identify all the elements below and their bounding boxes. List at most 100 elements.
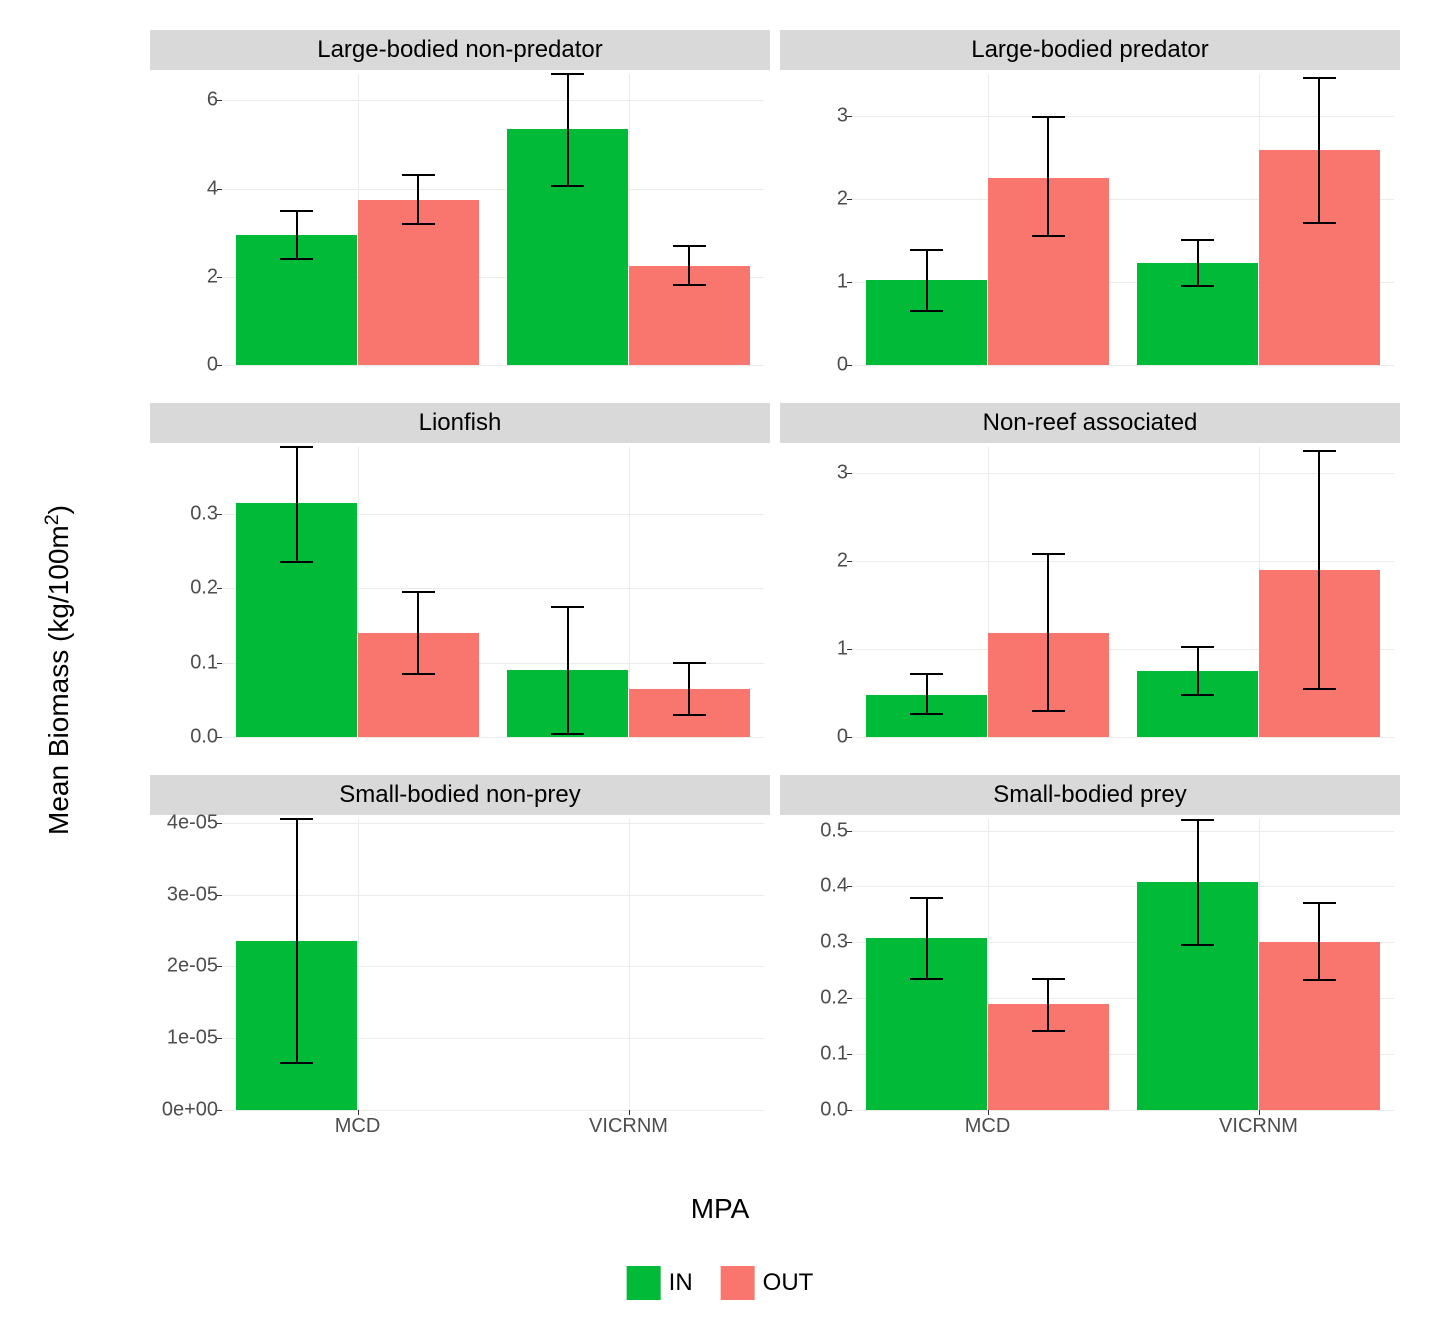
errorbar-cap (280, 818, 313, 820)
errorbar-line (1197, 820, 1199, 945)
panel-plot: 0.00.10.20.30.40.5MCDVICRNM (780, 815, 1400, 1140)
plot-area (222, 447, 764, 738)
h-gridline (852, 561, 1394, 562)
errorbar-cap (402, 174, 435, 176)
y-tick-label: 0 (788, 726, 848, 749)
x-tick-label: VICRNM (1219, 1115, 1298, 1138)
errorbar-cap (910, 713, 943, 715)
plot-area (852, 447, 1394, 738)
h-gridline (222, 365, 764, 366)
h-gridline (222, 189, 764, 190)
errorbar-line (926, 674, 928, 715)
errorbar-cap (673, 714, 706, 716)
panel-plot: 0.00.10.20.3 (150, 443, 770, 768)
y-tick-label: 3e-05 (158, 883, 218, 906)
x-tick-label: MCD (965, 1115, 1011, 1138)
panel-title-strip: Small-bodied non-prey (150, 775, 770, 815)
y-tick-mark (847, 998, 852, 999)
panel-grid: Large-bodied non-predator0246Large-bodie… (150, 30, 1400, 1140)
errorbar-line (417, 592, 419, 674)
panel-plot: 0e+001e-052e-053e-054e-05MCDVICRNM (150, 815, 770, 1140)
y-tick-label: 0.4 (788, 875, 848, 898)
y-tick-label: 1 (788, 270, 848, 293)
errorbar-cap (551, 73, 584, 75)
errorbar-line (1318, 78, 1320, 223)
errorbar-cap (910, 310, 943, 312)
errorbar-line (567, 74, 569, 186)
errorbar-cap (280, 446, 313, 448)
h-gridline (222, 737, 764, 738)
y-tick-mark (217, 277, 222, 278)
errorbar-cap (1032, 978, 1065, 980)
panel-plot: 0123 (780, 70, 1400, 395)
y-tick-label: 2e-05 (158, 955, 218, 978)
errorbar-cap (1181, 819, 1214, 821)
y-tick-mark (847, 561, 852, 562)
errorbar-line (1047, 117, 1049, 236)
x-tick-mark (988, 1110, 989, 1115)
errorbar-cap (1032, 1030, 1065, 1032)
y-tick-mark (217, 895, 222, 896)
y-tick-label: 0.3 (158, 502, 218, 525)
errorbar-cap (402, 223, 435, 225)
y-tick-label: 0.2 (788, 987, 848, 1010)
plot-area (852, 74, 1394, 365)
errorbar-cap (673, 245, 706, 247)
plot-area (222, 819, 764, 1110)
plot-area (222, 74, 764, 365)
errorbar-cap (551, 606, 584, 608)
y-tick-mark (217, 966, 222, 967)
panel: Large-bodied non-predator0246 (150, 30, 770, 395)
y-tick-label: 4 (158, 177, 218, 200)
errorbar-line (1318, 451, 1320, 689)
errorbar-line (688, 246, 690, 286)
legend-item-in: IN (627, 1266, 693, 1300)
panel-plot: 0123 (780, 443, 1400, 768)
errorbar-line (926, 898, 928, 979)
errorbar-cap (1303, 979, 1336, 981)
errorbar-cap (402, 673, 435, 675)
y-tick-mark (847, 886, 852, 887)
y-tick-label: 4e-05 (158, 811, 218, 834)
y-tick-label: 3 (788, 104, 848, 127)
errorbar-cap (1032, 710, 1065, 712)
x-axis-title: MPA (691, 1193, 750, 1225)
y-tick-label: 0.1 (788, 1043, 848, 1066)
errorbar-cap (280, 1062, 313, 1064)
x-tick-label: VICRNM (589, 1115, 668, 1138)
errorbar-cap (280, 561, 313, 563)
y-tick-label: 3 (788, 462, 848, 485)
errorbar-line (1197, 647, 1199, 695)
y-tick-mark (847, 1110, 852, 1111)
h-gridline (222, 895, 764, 896)
errorbar-line (417, 175, 419, 223)
errorbar-cap (1032, 553, 1065, 555)
h-gridline (852, 737, 1394, 738)
x-tick-label: MCD (335, 1115, 381, 1138)
panel-title-strip: Non-reef associated (780, 403, 1400, 443)
h-gridline (852, 116, 1394, 117)
errorbar-cap (1181, 944, 1214, 946)
plot-area (852, 819, 1394, 1110)
errorbar-line (1047, 554, 1049, 711)
y-axis-title: Mean Biomass (kg/100m2) (41, 505, 75, 835)
h-gridline (852, 886, 1394, 887)
y-tick-label: 2 (788, 550, 848, 573)
errorbar-cap (673, 284, 706, 286)
h-gridline (852, 1110, 1394, 1111)
errorbar-cap (1303, 222, 1336, 224)
panel: Small-bodied prey0.00.10.20.30.40.5MCDVI… (780, 775, 1400, 1140)
y-tick-mark (217, 588, 222, 589)
errorbar-line (296, 447, 298, 563)
y-tick-mark (847, 365, 852, 366)
errorbar-cap (280, 210, 313, 212)
errorbar-line (688, 663, 690, 715)
panel: Large-bodied predator0123 (780, 30, 1400, 395)
legend: INOUT (627, 1266, 814, 1300)
y-tick-mark (847, 831, 852, 832)
panel: Lionfish0.00.10.20.3 (150, 403, 770, 768)
y-tick-mark (847, 473, 852, 474)
errorbar-cap (1181, 694, 1214, 696)
y-tick-label: 1e-05 (158, 1027, 218, 1050)
panel-title-strip: Lionfish (150, 403, 770, 443)
